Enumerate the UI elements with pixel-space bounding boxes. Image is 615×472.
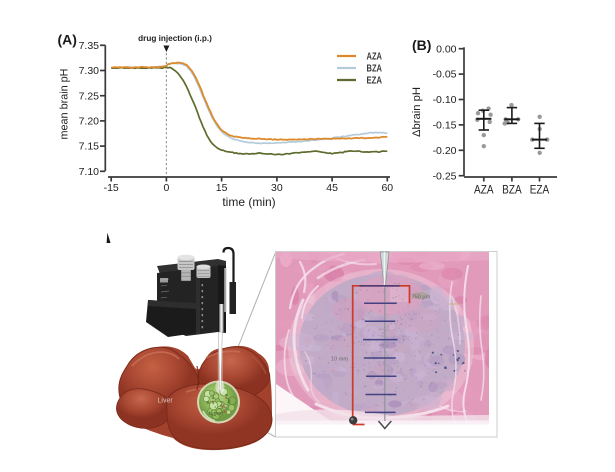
svg-text:-0.25: -0.25	[433, 170, 457, 182]
svg-text:Δbrain pH: Δbrain pH	[411, 87, 423, 137]
svg-text:BZA: BZA	[502, 183, 522, 197]
svg-text:mean brain pH: mean brain pH	[59, 68, 71, 139]
svg-text:7.30: 7.30	[79, 65, 100, 77]
svg-text:7.35: 7.35	[79, 40, 100, 52]
svg-text:BZA: BZA	[367, 63, 383, 75]
svg-text:45: 45	[326, 182, 338, 194]
svg-text:-0.10: -0.10	[433, 94, 457, 106]
svg-text:7.10: 7.10	[79, 166, 100, 178]
svg-text:time (min): time (min)	[222, 195, 275, 209]
svg-text:15: 15	[216, 182, 228, 194]
svg-text:(B): (B)	[412, 37, 431, 53]
svg-text:-0.20: -0.20	[433, 145, 457, 157]
svg-text:AZA: AZA	[474, 183, 494, 197]
svg-text:EZA: EZA	[367, 75, 383, 87]
svg-text:AZA: AZA	[367, 51, 383, 63]
svg-text:-0.15: -0.15	[433, 120, 457, 132]
svg-text:7.20: 7.20	[79, 116, 100, 128]
svg-text:10 mm: 10 mm	[331, 357, 348, 363]
svg-text:EZA: EZA	[530, 183, 550, 197]
svg-text:750 µm: 750 µm	[412, 295, 431, 301]
svg-text:tumor: tumor	[209, 411, 223, 417]
svg-text:(A): (A)	[58, 32, 77, 48]
svg-text:0.00: 0.00	[436, 43, 457, 55]
svg-text:60: 60	[381, 182, 393, 194]
svg-text:7.15: 7.15	[79, 141, 100, 153]
svg-text:Liver: Liver	[158, 398, 174, 405]
svg-text:7.25: 7.25	[79, 90, 100, 102]
svg-text:30: 30	[271, 182, 283, 194]
svg-text:0: 0	[163, 182, 169, 194]
svg-text:-15: -15	[104, 182, 119, 194]
svg-text:-0.05: -0.05	[433, 69, 457, 81]
svg-text:drug injection (i.p.): drug injection (i.p.)	[138, 34, 212, 43]
